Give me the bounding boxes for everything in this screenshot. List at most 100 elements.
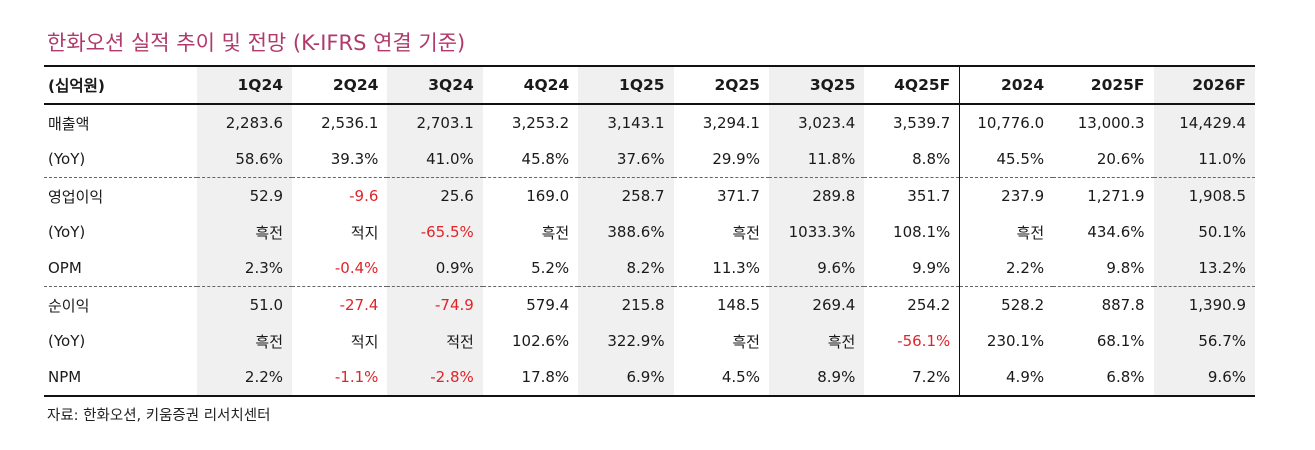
header-col: 3Q24 (387, 65, 483, 105)
table-cell: 108.1% (893, 223, 951, 241)
table-cell: 215.8 (578, 286, 674, 323)
table-cell: 351.7 (907, 187, 951, 205)
table-cell: 7.2% (864, 359, 960, 397)
table-row: 영업이익 52.9 -9.6 25.6 169.0 258.7 371.7 289.8 351.… (44, 177, 1255, 214)
table-cell: 45.8% (482, 141, 579, 178)
table-row: 순이익 51.0 -27.4 -74.9 579.4 215.8 148.5 269.4 254… (44, 286, 1255, 323)
earnings-table: (십억원) 1Q24 2Q24 3Q24 4Q24 1Q25 2Q25 3Q25… (44, 65, 1255, 397)
table-cell: 4.5% (673, 359, 769, 397)
table-cell: 39.3% (292, 141, 388, 178)
table-cell: 289.8 (768, 177, 865, 214)
table-cell: 13,000.3 (1077, 114, 1145, 132)
table-cell: 흑전 (732, 332, 760, 351)
header-col: 2Q24 (292, 65, 388, 105)
row-label: (YoY) (48, 332, 86, 350)
table-cell: 적지 (350, 223, 379, 242)
table-row: OPM 2.3% -0.4% 0.9% 5.2% 8.2% 11.3% 9.6% 9.9% 2.2… (44, 250, 1255, 287)
table-cell: 9.8% (1053, 250, 1154, 287)
table-cell: 371.7 (717, 187, 760, 205)
table-cell: -56.1% (897, 332, 951, 350)
table-cell: 9.9% (864, 250, 960, 287)
header-col: 4Q25F (864, 65, 960, 105)
table-cell: 230.1% (959, 323, 1054, 359)
table-cell: 3,143.1 (578, 104, 674, 141)
table-cell: 41.0% (387, 141, 483, 178)
table-cell: 1,908.5 (1153, 177, 1255, 214)
table-cell: 20.6% (1053, 141, 1154, 178)
table-cell: 887.8 (1101, 296, 1145, 314)
row-label: (YoY) (48, 223, 86, 241)
table-cell: 11.8% (768, 141, 865, 178)
table-cell: 8.8% (864, 141, 960, 178)
table-cell: 58.6% (196, 141, 293, 178)
table-cell: 269.4 (768, 286, 865, 323)
header-col: 1Q24 (196, 65, 293, 105)
table-cell: -9.6 (349, 187, 379, 205)
table-cell: 528.2 (959, 286, 1054, 323)
table-cell: 14,429.4 (1153, 104, 1255, 141)
table-cell: 1,271.9 (1087, 187, 1145, 205)
table-cell: 8.2% (578, 250, 674, 287)
table-cell: -65.5% (387, 214, 483, 250)
table-row: NPM 2.2% -1.1% -2.8% 17.8% 6.9% 4.5% 8.9% 7.2% 4.… (44, 359, 1255, 397)
row-label: 매출액 (48, 114, 90, 133)
header-row: (십억원) 1Q24 2Q24 3Q24 4Q24 1Q25 2Q25 3Q25… (44, 65, 1255, 105)
table-cell: 45.5% (959, 141, 1054, 178)
table-cell: 1033.3% (768, 214, 865, 250)
table-cell: 6.9% (578, 359, 674, 397)
table-cell: 흑전 (541, 223, 570, 242)
header-unit: (십억원) (44, 65, 197, 105)
table-title: 한화오션 실적 추이 및 전망 (K-IFRS 연결 기준) (47, 31, 466, 55)
table-cell: 2,283.6 (196, 104, 293, 141)
table-cell: 2,536.1 (321, 114, 379, 132)
table-cell: 2.3% (196, 250, 293, 287)
table-cell: -2.8% (387, 359, 483, 397)
row-label: OPM (44, 250, 197, 287)
table-cell: 56.7% (1153, 323, 1255, 359)
table-cell: 2,703.1 (387, 104, 483, 141)
table-cell: -1.1% (292, 359, 388, 397)
header-col: 2024 (959, 65, 1054, 105)
header-col: 2026F (1153, 65, 1255, 105)
table-cell: 8.9% (768, 359, 865, 397)
table-cell: 11.3% (673, 250, 769, 287)
row-label: NPM (44, 359, 197, 397)
table-row: 매출액 2,283.6 2,536.1 2,703.1 3,253.2 3,143.1 3,… (44, 104, 1255, 141)
table-cell: 3,253.2 (511, 114, 570, 132)
table-cell: 흑전 (959, 214, 1054, 250)
table-cell: -0.4% (292, 250, 388, 287)
header-col: 1Q25 (578, 65, 674, 105)
table-cell: 25.6 (387, 177, 483, 214)
header-col: 4Q24 (482, 65, 579, 105)
table-cell: 254.2 (907, 296, 951, 314)
header-col: 2Q25 (673, 65, 769, 105)
table-cell: 169.0 (526, 187, 570, 205)
row-label: (YoY) (44, 141, 197, 178)
table-cell: 적전 (387, 323, 483, 359)
row-label: 순이익 (48, 296, 90, 315)
table-cell: 37.6% (578, 141, 674, 178)
table-cell: 52.9 (196, 177, 293, 214)
table-cell: 51.0 (196, 286, 293, 323)
source-note: 자료: 한화오션, 키움증권 리서치센터 (47, 408, 271, 424)
table-cell: 0.9% (387, 250, 483, 287)
table-cell: 258.7 (578, 177, 674, 214)
table-cell: 흑전 (196, 214, 293, 250)
table-cell: 11.0% (1153, 141, 1255, 178)
table-cell: 1,390.9 (1153, 286, 1255, 323)
table-cell: 2.2% (959, 250, 1054, 287)
table-cell: 237.9 (959, 177, 1054, 214)
table-cell: 102.6% (511, 332, 570, 350)
table-cell: 5.2% (482, 250, 579, 287)
table-cell: 579.4 (526, 296, 570, 314)
table-cell: 17.8% (482, 359, 579, 397)
table-cell: 68.1% (1096, 332, 1145, 350)
table-cell: 3,294.1 (702, 114, 760, 132)
table-cell: 흑전 (768, 323, 865, 359)
table-cell: 388.6% (578, 214, 674, 250)
row-label: 영업이익 (48, 187, 104, 206)
table-cell: 434.6% (1087, 223, 1145, 241)
table-cell: 흑전 (196, 323, 293, 359)
table-row: (YoY) 흑전 적지 적전 102.6% 322.9% 흑전 흑전 -56.1% 230.1% 6… (44, 323, 1255, 359)
table-cell: -74.9 (387, 286, 483, 323)
